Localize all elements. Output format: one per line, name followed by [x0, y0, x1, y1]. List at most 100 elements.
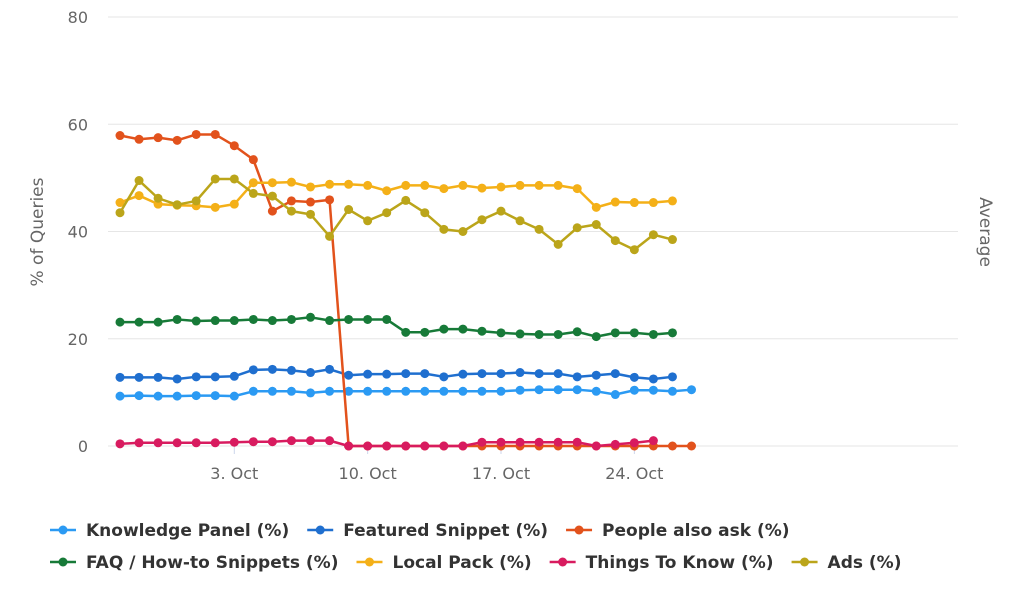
- data-point[interactable]: [134, 317, 144, 327]
- data-point[interactable]: [286, 206, 296, 216]
- data-point[interactable]: [210, 438, 220, 448]
- data-point[interactable]: [115, 317, 125, 327]
- data-point[interactable]: [572, 223, 582, 233]
- data-point[interactable]: [477, 437, 487, 447]
- data-point[interactable]: [477, 386, 487, 396]
- data-point[interactable]: [325, 179, 335, 189]
- data-point[interactable]: [344, 179, 354, 189]
- data-point[interactable]: [420, 386, 430, 396]
- data-point[interactable]: [648, 374, 658, 384]
- data-point[interactable]: [172, 438, 182, 448]
- data-point[interactable]: [267, 178, 277, 188]
- data-point[interactable]: [572, 327, 582, 337]
- data-point[interactable]: [210, 391, 220, 401]
- data-point[interactable]: [382, 369, 392, 379]
- data-point[interactable]: [401, 195, 411, 205]
- data-point[interactable]: [134, 134, 144, 144]
- legend[interactable]: Knowledge Panel (%) Featured Snippet (%) P…: [50, 521, 901, 573]
- data-point[interactable]: [344, 370, 354, 380]
- data-point[interactable]: [496, 369, 506, 379]
- data-point[interactable]: [553, 329, 563, 339]
- data-point[interactable]: [553, 369, 563, 379]
- data-point[interactable]: [401, 369, 411, 379]
- data-point[interactable]: [591, 332, 601, 342]
- data-point[interactable]: [210, 202, 220, 212]
- data-point[interactable]: [344, 205, 354, 215]
- data-point[interactable]: [134, 191, 144, 201]
- data-point[interactable]: [325, 436, 335, 446]
- data-point[interactable]: [134, 176, 144, 186]
- data-point[interactable]: [248, 188, 258, 198]
- data-point[interactable]: [306, 388, 315, 398]
- data-point[interactable]: [439, 386, 449, 396]
- data-point[interactable]: [248, 314, 258, 324]
- data-point[interactable]: [306, 312, 315, 322]
- data-point[interactable]: [134, 391, 144, 401]
- data-point[interactable]: [306, 436, 315, 446]
- data-point[interactable]: [515, 180, 525, 190]
- data-point[interactable]: [267, 386, 277, 396]
- data-point[interactable]: [248, 178, 258, 188]
- data-point[interactable]: [496, 386, 506, 396]
- legend-item[interactable]: Featured Snippet (%): [307, 521, 548, 541]
- data-point[interactable]: [344, 441, 354, 451]
- data-point[interactable]: [534, 385, 544, 395]
- data-point[interactable]: [306, 182, 315, 192]
- data-point[interactable]: [325, 386, 335, 396]
- data-point[interactable]: [172, 391, 182, 401]
- data-point[interactable]: [248, 437, 258, 447]
- data-point[interactable]: [458, 369, 468, 379]
- data-point[interactable]: [286, 386, 296, 396]
- data-point[interactable]: [420, 180, 430, 190]
- data-point[interactable]: [629, 245, 639, 255]
- data-point[interactable]: [153, 391, 163, 401]
- data-point[interactable]: [115, 391, 125, 401]
- legend-item[interactable]: People also ask (%): [566, 521, 790, 541]
- data-point[interactable]: [648, 329, 658, 339]
- data-point[interactable]: [610, 197, 620, 207]
- data-point[interactable]: [420, 208, 430, 218]
- data-point[interactable]: [648, 230, 658, 240]
- legend-label[interactable]: FAQ / How-to Snippets (%): [86, 553, 339, 573]
- data-point[interactable]: [153, 193, 163, 203]
- data-point[interactable]: [591, 386, 601, 396]
- data-point[interactable]: [248, 365, 258, 375]
- data-point[interactable]: [172, 374, 182, 384]
- data-point[interactable]: [401, 327, 411, 337]
- data-point[interactable]: [229, 437, 239, 447]
- data-point[interactable]: [496, 182, 506, 192]
- data-point[interactable]: [325, 231, 335, 241]
- legend-item[interactable]: Ads (%): [791, 553, 902, 573]
- data-point[interactable]: [153, 317, 163, 327]
- data-point[interactable]: [286, 196, 296, 206]
- data-point[interactable]: [267, 191, 277, 201]
- data-point[interactable]: [515, 329, 525, 339]
- data-point[interactable]: [363, 216, 373, 226]
- data-point[interactable]: [210, 174, 220, 184]
- data-point[interactable]: [458, 324, 468, 334]
- data-point[interactable]: [229, 391, 239, 401]
- data-point[interactable]: [172, 314, 182, 324]
- data-point[interactable]: [401, 441, 411, 451]
- data-point[interactable]: [286, 436, 296, 446]
- data-point[interactable]: [572, 437, 582, 447]
- legend-label[interactable]: People also ask (%): [602, 521, 790, 541]
- legend-label[interactable]: Things To Know (%): [586, 553, 774, 573]
- data-point[interactable]: [629, 438, 639, 448]
- data-point[interactable]: [267, 437, 277, 447]
- legend-item[interactable]: Local Pack (%): [356, 553, 532, 573]
- data-point[interactable]: [458, 180, 468, 190]
- legend-item[interactable]: FAQ / How-to Snippets (%): [50, 553, 339, 573]
- data-point[interactable]: [115, 131, 125, 141]
- data-point[interactable]: [553, 239, 563, 249]
- data-point[interactable]: [420, 441, 430, 451]
- data-point[interactable]: [210, 129, 220, 139]
- data-point[interactable]: [534, 437, 544, 447]
- data-point[interactable]: [591, 441, 601, 451]
- data-point[interactable]: [229, 316, 239, 326]
- data-point[interactable]: [401, 180, 411, 190]
- data-point[interactable]: [306, 368, 315, 378]
- data-point[interactable]: [420, 369, 430, 379]
- data-point[interactable]: [477, 183, 487, 193]
- data-point[interactable]: [648, 385, 658, 395]
